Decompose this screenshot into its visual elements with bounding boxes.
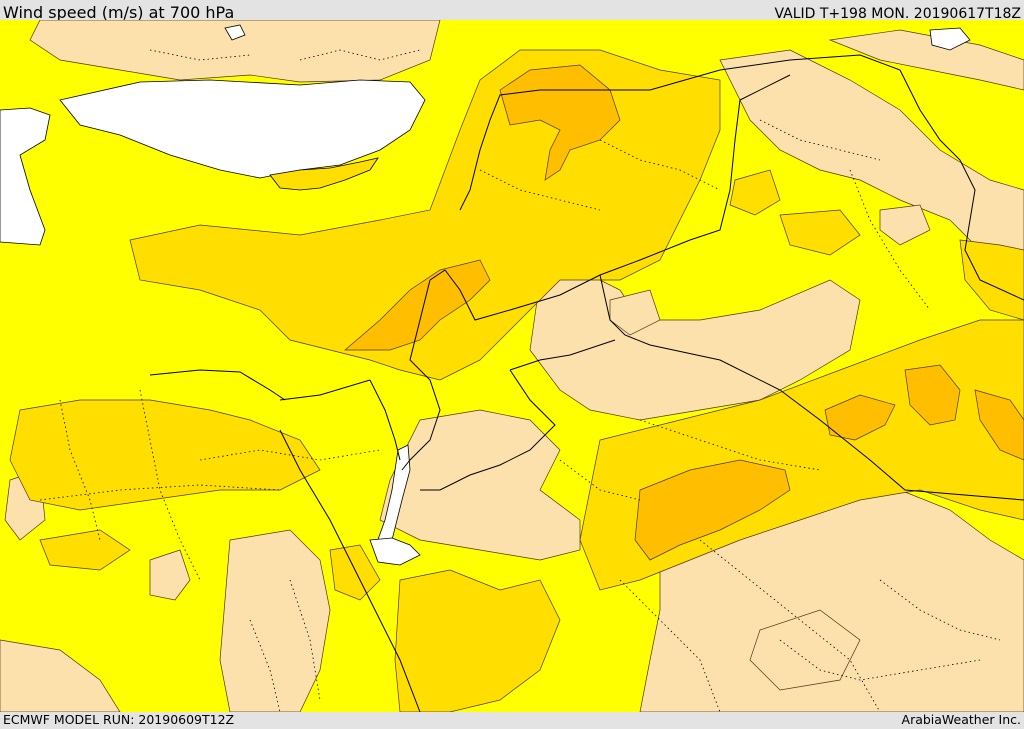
valid-time: VALID T+198 MON. 20190617T18Z <box>774 6 1021 22</box>
country-borders <box>149 54 1024 712</box>
wind-band-0-5 <box>0 20 1024 712</box>
map-title: Wind speed (m/s) at 700 hPa <box>3 3 235 22</box>
credit-label: ArabiaWeather Inc. <box>901 712 1021 727</box>
model-run-label: ECMWF MODEL RUN: 20190609T12Z <box>3 712 235 727</box>
cyprus-island <box>269 157 379 191</box>
wind-speed-map <box>0 20 1024 712</box>
wind-band-15-20 <box>344 64 1024 561</box>
sea <box>0 24 971 566</box>
province-borders <box>39 49 1001 712</box>
